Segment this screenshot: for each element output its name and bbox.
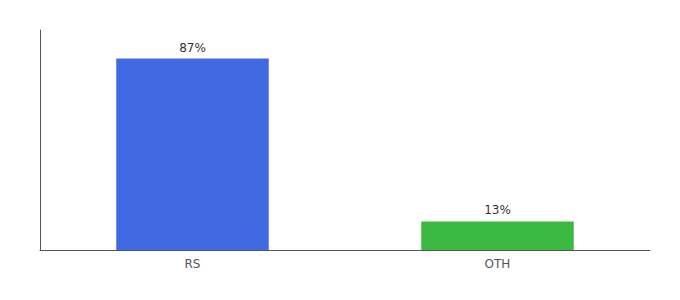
svg-text:87%: 87% <box>179 41 206 55</box>
svg-text:OTH: OTH <box>485 257 511 271</box>
svg-text:13%: 13% <box>484 203 511 217</box>
svg-text:RS: RS <box>185 257 201 271</box>
